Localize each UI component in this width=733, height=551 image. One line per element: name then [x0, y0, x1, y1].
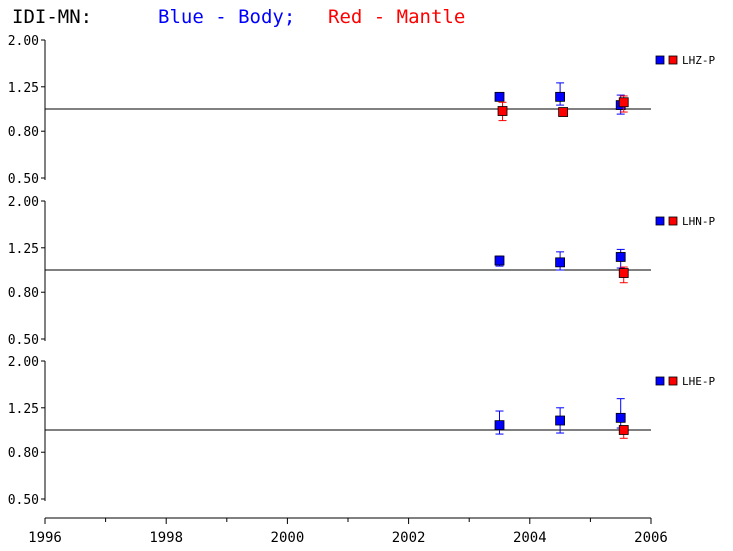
red-data-point	[618, 425, 629, 435]
y-tick-label: 0.80	[8, 125, 39, 140]
y-tick-label: 0.50	[8, 172, 39, 187]
x-tick-label: 2006	[634, 530, 668, 546]
x-tick-label: 1998	[149, 530, 183, 546]
x-tick-label: 2004	[513, 530, 547, 546]
legend-blue-square	[655, 376, 665, 386]
blue-data-point	[494, 420, 505, 431]
legend-channel-label: LHE-P	[682, 375, 715, 388]
y-tick-label: 1.25	[8, 402, 39, 417]
blue-data-point	[555, 257, 565, 268]
blue-data-point	[615, 412, 626, 423]
y-tick-label: 1.25	[8, 81, 39, 96]
red-mantle-legend: Red - Mantle	[328, 6, 466, 28]
blue-data-point	[555, 415, 565, 426]
y-tick-label: 0.50	[8, 493, 39, 508]
station-title: IDI-MN:	[12, 6, 93, 28]
y-tick-label: 0.80	[8, 286, 39, 301]
red-data-point	[558, 107, 569, 117]
legend-blue-square	[655, 216, 665, 226]
red-data-point	[497, 106, 508, 116]
legend-blue-square	[655, 55, 665, 65]
blue-data-point	[494, 255, 505, 266]
y-tick-label: 2.00	[8, 34, 39, 49]
red-data-point	[618, 268, 629, 278]
x-tick-label: 1996	[28, 530, 62, 546]
red-data-point	[618, 97, 629, 108]
blue-data-point	[494, 91, 505, 102]
blue-data-point	[555, 91, 565, 102]
y-tick-label: 0.80	[8, 446, 39, 461]
x-tick-label: 2000	[271, 530, 305, 546]
legend-red-square	[668, 216, 678, 226]
legend-red-square	[668, 55, 678, 65]
legend-channel-label: LHZ-P	[682, 54, 715, 67]
legend-red-square	[668, 376, 678, 386]
y-tick-label: 2.00	[8, 195, 39, 210]
y-tick-label: 2.00	[8, 355, 39, 370]
y-tick-label: 0.50	[8, 333, 39, 348]
blue-body-legend: Blue - Body;	[158, 6, 296, 28]
blue-data-point	[615, 252, 626, 262]
legend-channel-label: LHN-P	[682, 215, 715, 228]
y-tick-label: 1.25	[8, 242, 39, 257]
x-tick-label: 2002	[392, 530, 426, 546]
